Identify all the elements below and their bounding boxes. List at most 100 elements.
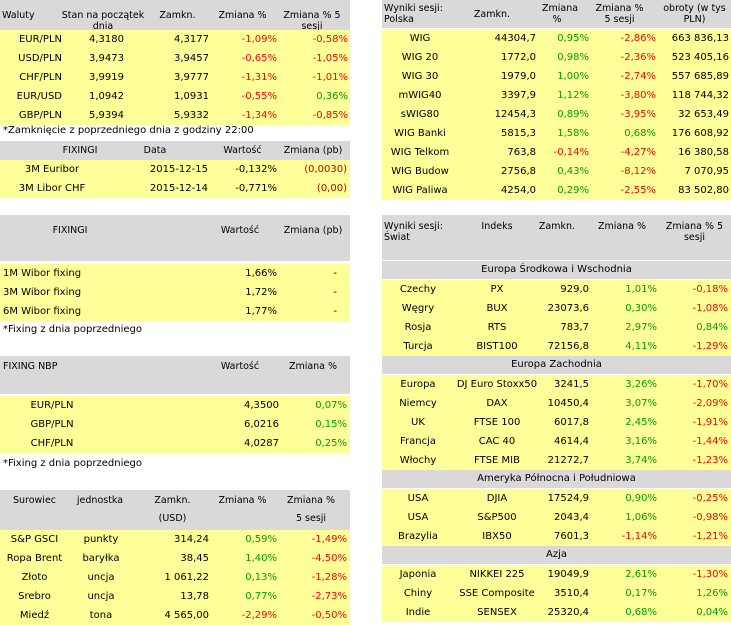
commodity-row: Ropa Brent baryłka 38,45 1,40% -4,50% — [0, 549, 350, 568]
poland-row-cell: WIG — [409, 32, 431, 44]
currency-row-cell: USD/PLN — [18, 52, 62, 64]
world-row-cell: 2043,4 — [554, 511, 589, 523]
currency-row: USD/PLN 3,9473 3,9457 -0,65% -1,05% — [0, 49, 350, 68]
world-row-cell: USA — [407, 492, 429, 504]
poland-row-cell: -2,36% — [620, 51, 656, 63]
poland-row: mWIG40 3397,9 1,12% -3,80% 118 744,32 — [382, 86, 731, 105]
currencies-header: Waluty Stan na początek dnia Zamkn. Zmiana … — [0, 0, 350, 32]
world-row-cell: 19049,9 — [547, 568, 589, 580]
world-row-cell: -1,91% — [692, 416, 728, 428]
nbp-header: FIXING NBP Wartość Zmiana % — [0, 356, 350, 394]
currencies-header-label: Zmiana % 5 sesji — [283, 9, 341, 32]
poland-row-cell: 2756,8 — [501, 165, 536, 177]
world-row: Japonia NIKKEI 225 19049,9 2,61% -1,30% — [382, 565, 731, 584]
currency-row-cell: 3,9457 — [174, 52, 209, 64]
libor-row-cell: 2015-12-14 — [149, 182, 208, 194]
poland-header-label: Wyniki sesji: Polska — [384, 3, 443, 25]
currency-row-cell: EUR/USD — [16, 90, 62, 102]
poland-header-label: Zamkn. — [473, 8, 511, 20]
libor-row-cell: 3M Libor CHF — [18, 182, 86, 194]
currency-row-cell: 4,3177 — [174, 33, 209, 45]
currency-row-cell: 0,36% — [316, 90, 348, 102]
poland-row-cell: 16 380,58 — [678, 146, 729, 158]
world-header-label: Zamkn. — [538, 221, 576, 232]
world-row-cell: 1,06% — [625, 511, 657, 523]
nbp-row-cell: 0,07% — [315, 399, 347, 411]
poland-row-cell: 663 836,13 — [671, 32, 729, 44]
world-row-cell: 3,16% — [625, 435, 657, 447]
commodity-row: Złoto uncja 1 061,22 0,13% -1,28% — [0, 568, 350, 587]
commodity-row: Srebro uncja 13,78 0,77% -2,73% — [0, 587, 350, 606]
region-header: Azja — [382, 546, 731, 564]
poland-row-cell: -2,74% — [620, 70, 656, 82]
world-row-cell: DJIA — [486, 492, 508, 504]
world-row-cell: 2,97% — [625, 321, 657, 333]
libor-row-cell: 3M Euribor — [24, 163, 80, 175]
commodity-row-cell: 0,13% — [245, 571, 277, 583]
world-row-cell: 25320,4 — [547, 606, 589, 618]
world-row-cell: 10450,4 — [547, 397, 589, 409]
wibor-header: FIXINGI Wartość Zmiana (pb) — [0, 215, 350, 261]
wibor-row-cell: - — [333, 305, 337, 317]
nbp-row: EUR/PLN 4,3500 0,07% — [0, 396, 350, 415]
poland-row-cell: WIG Paliwa — [392, 184, 448, 196]
poland-row-cell: 176 608,92 — [671, 127, 729, 139]
poland-row-cell: WIG Budow — [391, 165, 449, 177]
world-row-cell: 17524,9 — [547, 492, 589, 504]
commodities-header-label: jednostka — [76, 495, 124, 506]
nbp-row: CHF/PLN 4,0287 0,25% — [0, 434, 350, 453]
world-row-cell: 4,11% — [625, 340, 657, 352]
world-row: Indie SENSEX 25320,4 0,68% 0,04% — [382, 603, 731, 622]
world-row-cell: SENSEX — [477, 606, 517, 618]
nbp-header-label: FIXING NBP — [3, 361, 58, 372]
poland-row-cell: -4,27% — [620, 146, 656, 158]
poland-header-label: Zmiana % — [542, 3, 579, 25]
world-row-cell: -0,25% — [692, 492, 728, 504]
currency-row-cell: 3,9777 — [174, 71, 209, 83]
poland-row: sWIG80 12454,3 0,89% -3,95% 32 653,49 — [382, 105, 731, 124]
commodities-sub-label: 5 sesji — [295, 513, 327, 524]
world-row-cell: 21272,7 — [547, 454, 589, 466]
world-row-cell: IBX50 — [482, 530, 512, 542]
poland-row-cell: -0,14% — [553, 146, 589, 158]
nbp-row-cell: 4,3500 — [244, 399, 279, 411]
poland-header-label: Zmiana % 5 sesji — [595, 3, 644, 25]
libor-row-cell: 2015-12-15 — [149, 163, 208, 175]
currency-row-cell: 5,9394 — [89, 109, 124, 121]
libor-row: 3M Euribor 2015-12-15 -0,132% (0,0030) — [0, 160, 350, 179]
libor-header-label: Zmiana (pb) — [283, 145, 343, 156]
libor-row-cell: (0,00) — [316, 182, 347, 194]
poland-row-cell: 1772,0 — [501, 51, 536, 63]
world-row-cell: 3510,4 — [554, 587, 589, 599]
wibor-row: 1M Wibor fixing 1,66% - — [0, 264, 350, 283]
world-row-cell: DAX — [486, 397, 508, 409]
world-row-cell: -1,70% — [692, 378, 728, 390]
currency-row: EUR/PLN 4,3180 4,3177 -1,09% -0,58% — [0, 30, 350, 49]
world-row-cell: RTS — [487, 321, 507, 333]
nbp-row-cell: 6,0216 — [244, 418, 279, 430]
world-row-cell: 7601,3 — [554, 530, 589, 542]
currencies-header-label: Waluty — [2, 9, 35, 21]
poland-row: WIG Telkom 763,8 -0,14% -4,27% 16 380,58 — [382, 143, 731, 162]
poland-row-cell: 0,95% — [557, 32, 589, 44]
world-row-cell: Węgry — [401, 302, 435, 314]
world-row-cell: -1,23% — [692, 454, 728, 466]
commodities-header-label: Zmiana % — [286, 495, 336, 506]
commodities-sub-label: (USD) — [158, 513, 187, 524]
poland-row-cell: WIG Banki — [394, 127, 446, 139]
world-row-cell: 0,30% — [625, 302, 657, 314]
world-row-cell: Włochy — [399, 454, 437, 466]
world-row-cell: 783,7 — [560, 321, 589, 333]
commodity-row-cell: 1 061,22 — [164, 571, 209, 583]
wibor-header-label: Zmiana (pb) — [283, 225, 343, 236]
currency-row-cell: 5,9332 — [174, 109, 209, 121]
wibor-row-cell: 3M Wibor fixing — [3, 286, 82, 298]
commodity-row-cell: 0,77% — [245, 590, 277, 602]
commodity-row: Miedź tona 4 565,00 -2,29% -0,50% — [0, 606, 350, 625]
poland-row: WIG Budow 2756,8 0,43% -8,12% 7 070,95 — [382, 162, 731, 181]
world-row: Europa DJ Euro Stoxx50 3241,5 3,26% -1,70% — [382, 375, 731, 394]
world-row-cell: -1,08% — [692, 302, 728, 314]
commodity-row-cell: Miedź — [19, 609, 50, 621]
currency-row-cell: 3,9473 — [89, 52, 124, 64]
commodities-header: Surowiec jednostka Zamkn. Zmiana % Zmiana % — [0, 490, 350, 530]
